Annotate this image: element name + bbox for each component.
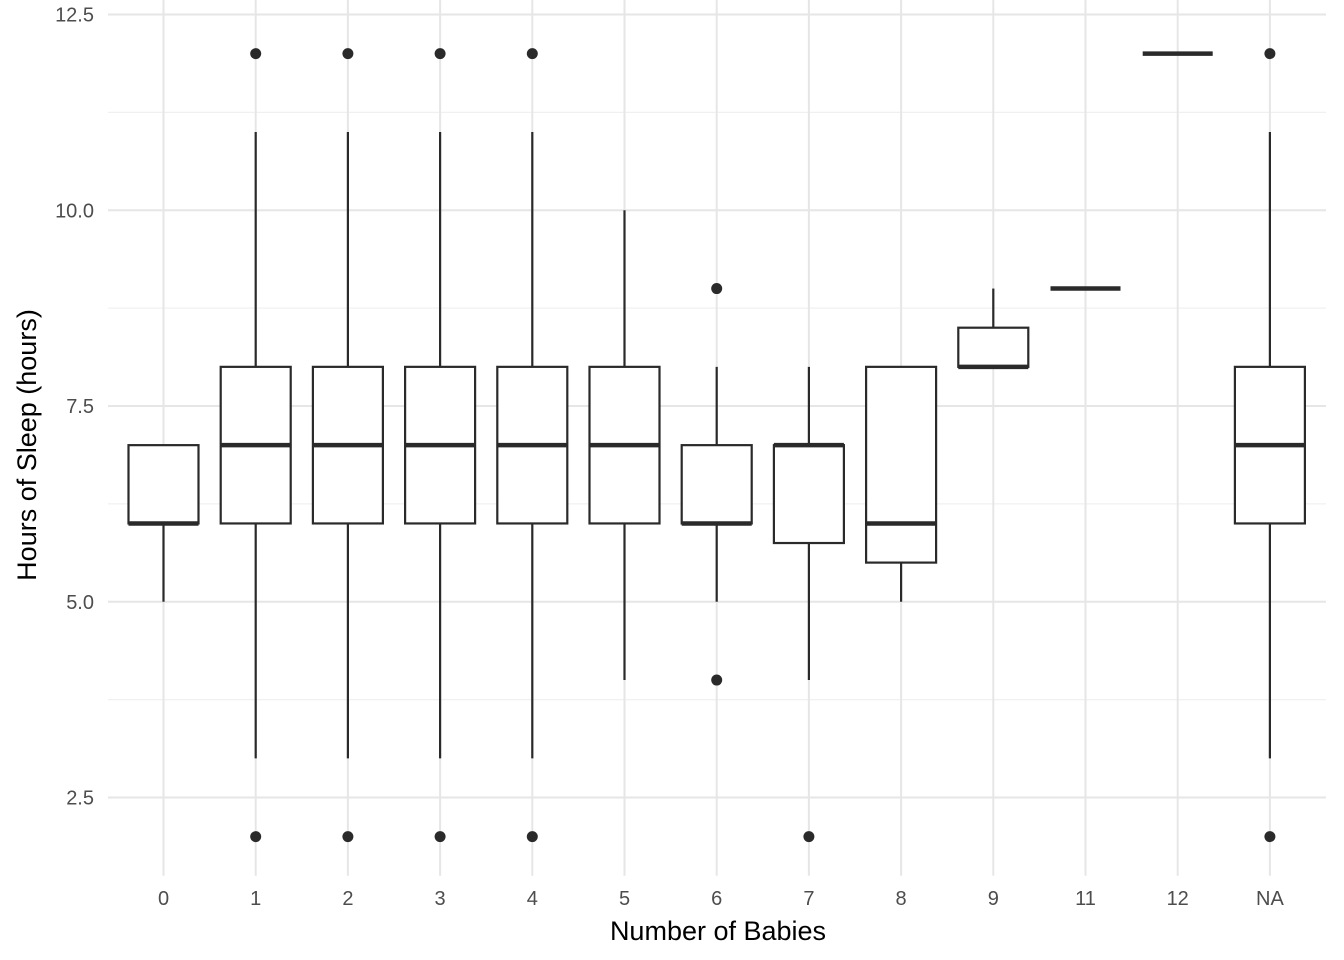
y-tick-label: 7.5 xyxy=(66,396,94,418)
x-tick-label: 2 xyxy=(342,888,353,910)
x-tick-label: NA xyxy=(1256,888,1284,910)
box-9 xyxy=(957,288,1030,370)
outlier-point xyxy=(711,283,723,295)
outlier-point xyxy=(526,48,538,60)
y-tick-label: 10.0 xyxy=(55,200,94,222)
box-NA xyxy=(1233,48,1307,843)
x-tick-label: 12 xyxy=(1167,888,1189,910)
box-0 xyxy=(127,444,200,602)
box-4 xyxy=(496,48,569,843)
outlier-point xyxy=(526,831,538,843)
outlier-point xyxy=(342,48,354,60)
box-6 xyxy=(680,283,753,686)
box-body xyxy=(772,444,846,545)
x-tick-label: 0 xyxy=(158,888,169,910)
x-tick-label: 7 xyxy=(803,888,814,910)
x-tick-label: 9 xyxy=(988,888,999,910)
x-tick-label: 1 xyxy=(250,888,261,910)
box-8 xyxy=(864,365,938,602)
box-3 xyxy=(404,48,477,843)
y-tick-label: 5.0 xyxy=(66,592,94,614)
y-tick-labels: 2.5 5.0 7.5 10.0 12.5 xyxy=(55,5,94,810)
box-body xyxy=(957,326,1030,368)
outlier-point xyxy=(803,831,815,843)
box-body xyxy=(127,444,200,525)
x-tick-label: 3 xyxy=(435,888,446,910)
box-layer xyxy=(127,48,1307,843)
outlier-point xyxy=(711,674,723,686)
x-axis-title: Number of Babies xyxy=(610,916,826,946)
outlier-point xyxy=(1264,831,1276,843)
x-tick-label: 4 xyxy=(527,888,538,910)
outlier-point xyxy=(250,831,262,843)
x-tick-label: 11 xyxy=(1075,888,1096,910)
y-tick-label: 12.5 xyxy=(55,5,94,27)
outlier-point xyxy=(342,831,354,843)
y-axis-title: Hours of Sleep (hours) xyxy=(12,309,42,581)
x-tick-labels: 0 1 2 3 4 5 6 7 8 9 11 12 NA xyxy=(158,888,1285,910)
y-tick-label: 2.5 xyxy=(66,788,94,810)
x-tick-label: 6 xyxy=(711,888,722,910)
outlier-point xyxy=(434,48,446,60)
box-2 xyxy=(311,48,384,843)
outlier-point xyxy=(250,48,262,60)
box-7 xyxy=(772,366,846,843)
outlier-point xyxy=(434,831,446,843)
x-tick-label: 8 xyxy=(896,888,907,910)
box-body xyxy=(864,365,938,564)
box-5 xyxy=(588,210,661,681)
box-body xyxy=(680,444,753,525)
box-1 xyxy=(219,48,292,843)
outlier-point xyxy=(1264,48,1276,60)
x-tick-label: 5 xyxy=(619,888,630,910)
